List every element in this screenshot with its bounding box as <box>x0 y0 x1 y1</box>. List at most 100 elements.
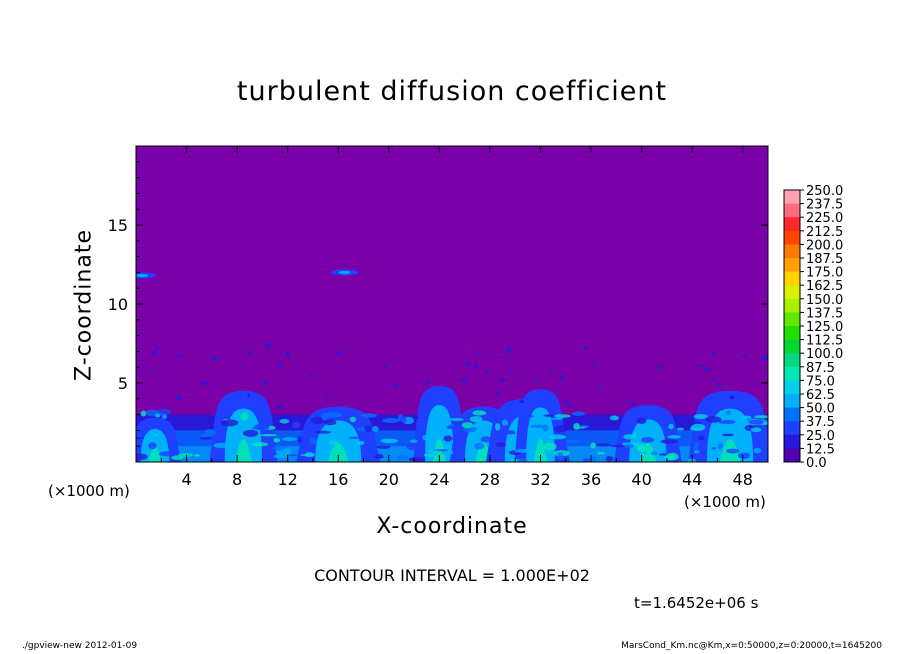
turbulence-speckle <box>140 410 147 417</box>
colorbar-swatch <box>784 298 800 313</box>
turbulence-speckle <box>480 436 492 443</box>
turbulence-speckle <box>328 440 339 445</box>
turbulence-speckle <box>690 423 706 432</box>
turbulence-speckle <box>200 433 211 437</box>
turbulence-speckle <box>154 346 160 350</box>
chart-title: turbulent diffusion coefficient <box>236 76 668 107</box>
turbulence-speckle <box>748 420 764 425</box>
colorbar-swatch <box>784 421 800 436</box>
turbulence-speckle <box>605 456 614 462</box>
turbulence-speckle <box>705 416 722 423</box>
turbulence-speckle <box>148 442 157 450</box>
turbulence-speckle <box>521 380 525 383</box>
colorbar-level-label: 125.0 <box>806 320 843 335</box>
turbulence-speckle <box>473 442 485 450</box>
turbulence-speckle <box>282 437 298 442</box>
turbulence-speckle <box>461 378 468 384</box>
turbulence-speckle <box>595 443 611 447</box>
colorbar-level-label: 250.0 <box>806 184 843 199</box>
turbulence-speckle <box>273 454 289 459</box>
x-tick-label: 28 <box>480 470 500 489</box>
turbulence-speckle <box>349 416 357 423</box>
turbulence-speckle <box>505 417 515 420</box>
turbulence-speckle <box>581 345 589 349</box>
turbulence-speckle <box>693 450 700 454</box>
turbulence-speckle <box>507 356 511 360</box>
turbulence-speckle <box>424 380 430 385</box>
turbulence-speckle <box>176 395 182 401</box>
turbulence-speckle <box>427 450 442 453</box>
turbulence-speckle <box>443 435 453 442</box>
colorbar-swatch <box>784 230 800 245</box>
footer-program-date: ./gpview-new 2012-01-09 <box>22 641 138 651</box>
turbulence-speckle <box>753 447 762 454</box>
colorbar-level-label: 200.0 <box>806 238 843 253</box>
turbulence-speckle <box>507 370 512 373</box>
time-stamp: t=1.6452e+06 s <box>634 594 759 612</box>
x-tick-label: 32 <box>530 470 550 489</box>
colorbar-swatch <box>784 203 800 218</box>
turbulence-speckle <box>247 393 251 398</box>
turbulence-speckle <box>498 378 506 382</box>
turbulence-speckle <box>155 413 161 418</box>
turbulence-speckle <box>762 421 768 425</box>
turbulence-speckle <box>360 413 377 418</box>
turbulence-speckle <box>693 414 708 420</box>
turbulence-speckle <box>260 434 278 437</box>
turbulence-speckle <box>485 369 490 373</box>
colorbar-swatch <box>784 312 800 327</box>
turbulence-speckle <box>441 411 448 417</box>
isolated-patch-core <box>338 270 351 274</box>
plume-core <box>148 445 162 462</box>
turbulence-speckle <box>308 372 311 377</box>
turbulence-speckle <box>711 447 717 450</box>
turbulence-speckle <box>158 451 175 457</box>
turbulence-speckle <box>654 366 661 370</box>
turbulence-speckle <box>704 367 710 372</box>
x-axis-label: X-coordinate <box>376 514 528 539</box>
turbulence-speckle <box>406 442 422 451</box>
footer-source: MarsCond_Km.nc@Km,x=0:50000,z=0:20000,t=… <box>621 641 882 651</box>
turbulence-speckle <box>609 415 619 421</box>
turbulence-speckle <box>136 436 143 440</box>
turbulence-speckle <box>616 449 623 452</box>
turbulence-speckle <box>495 423 501 431</box>
turbulence-speckle <box>590 442 596 449</box>
turbulence-speckle <box>297 456 305 459</box>
turbulence-speckle <box>668 423 674 430</box>
x-tick-label: 4 <box>181 470 191 489</box>
turbulence-speckle <box>698 435 705 441</box>
colorbar-level-label: 225.0 <box>806 211 843 226</box>
turbulence-speckle <box>555 413 564 420</box>
turbulence-speckle <box>721 433 734 437</box>
isolated-patch-core <box>136 274 149 278</box>
turbulence-speckle <box>251 442 269 447</box>
turbulence-speckle <box>211 356 217 362</box>
turbulence-speckle <box>543 442 557 451</box>
turbulence-speckle <box>572 411 585 416</box>
colorbar-level-label: 37.5 <box>806 415 835 430</box>
turbulence-speckle <box>495 442 506 447</box>
turbulence-speckle <box>380 438 398 444</box>
turbulence-speckle <box>559 376 564 382</box>
turbulence-speckle <box>171 455 184 461</box>
colorbar-swatch <box>784 434 800 449</box>
turbulence-speckle <box>309 437 317 445</box>
turbulence-speckle <box>542 432 548 438</box>
x-tick-label: 24 <box>429 470 449 489</box>
turbulence-speckle <box>509 458 519 462</box>
turbulence-speckle <box>175 354 183 357</box>
turbulence-speckle <box>660 439 678 444</box>
turbulence-speckle <box>297 435 303 444</box>
colorbar-level-label: 212.5 <box>806 225 843 240</box>
turbulence-speckle <box>750 427 762 433</box>
turbulence-speckle <box>136 372 140 376</box>
plume-core <box>327 443 349 462</box>
turbulence-speckle <box>543 414 558 417</box>
turbulence-speckle <box>533 377 539 381</box>
turbulence-speckle <box>567 403 573 408</box>
turbulence-speckle <box>718 382 722 387</box>
colorbar-level-label: 87.5 <box>806 361 835 376</box>
turbulence-speckle <box>530 424 545 428</box>
turbulence-speckle <box>136 453 148 461</box>
